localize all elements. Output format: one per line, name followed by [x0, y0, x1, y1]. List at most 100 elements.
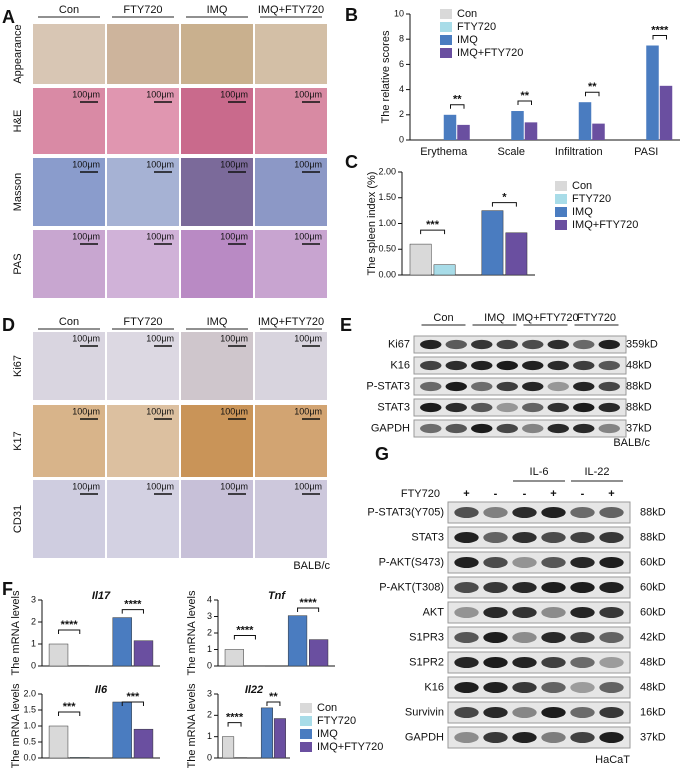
bar [49, 726, 68, 758]
protein-label: S1PR2 [409, 656, 444, 668]
y-tick-label: 1 [31, 638, 36, 648]
blot-band [599, 424, 620, 433]
blot-band [599, 361, 620, 370]
blot-band [497, 424, 518, 433]
blot-band [454, 682, 478, 693]
bar [134, 641, 153, 666]
y-tick-label: 2 [207, 710, 212, 720]
bar [434, 265, 455, 275]
blot-band [454, 557, 478, 568]
blot-band [454, 657, 478, 668]
blot-band [471, 361, 492, 370]
blot-band [522, 340, 543, 349]
bar [660, 86, 673, 140]
y-tick-label: 3 [31, 594, 36, 604]
y-tick-label: 1.0 [23, 720, 36, 730]
legend-label: Con [572, 180, 592, 192]
y-tick-label: 3 [207, 688, 212, 698]
size-label: 37kD [626, 422, 652, 434]
legend-label: Con [317, 702, 337, 714]
significance: **** [124, 599, 142, 611]
legend-swatch [300, 742, 312, 752]
y-tick-label: 1 [207, 644, 212, 654]
blot-band [420, 361, 441, 370]
significance: **** [226, 712, 244, 724]
size-label: 88kD [626, 380, 652, 392]
legend-swatch [555, 220, 567, 230]
column-label: Con [59, 4, 79, 16]
legend-label: IMQ [572, 206, 593, 218]
blot-band [570, 532, 594, 543]
bar [49, 644, 68, 666]
blot-band [483, 682, 507, 693]
legend-swatch [440, 48, 452, 58]
blot-band [512, 632, 536, 643]
blot-band [541, 607, 565, 618]
sign: - [523, 488, 527, 500]
bar [222, 737, 234, 758]
blot-band [483, 707, 507, 718]
blot-band [570, 707, 594, 718]
legend-swatch [440, 35, 452, 45]
blot-band [446, 361, 467, 370]
scale-bar-label: 100μm [72, 481, 100, 491]
blot-band [548, 361, 569, 370]
blot-band [497, 361, 518, 370]
significance: *** [426, 219, 440, 231]
panel-letter: D [2, 315, 15, 335]
blot-band [599, 340, 620, 349]
scale-bar-label: 100μm [220, 159, 248, 169]
bar [482, 211, 503, 275]
blot-band [483, 582, 507, 593]
size-label: 88kD [626, 401, 652, 413]
significance: **** [651, 24, 669, 36]
protein-label: P-STAT3 [366, 380, 410, 392]
blot-band [454, 607, 478, 618]
scale-bar-label: 100μm [72, 406, 100, 416]
size-label: 16kD [640, 706, 666, 718]
blot-band [446, 424, 467, 433]
y-axis-label: The relative scores [380, 30, 392, 123]
y-tick-label: 0.50 [378, 244, 396, 254]
blot-band [446, 340, 467, 349]
y-tick-label: 0.00 [378, 269, 396, 279]
scale-bar-label: 100μm [146, 333, 174, 343]
panel-letter: E [340, 315, 352, 335]
legend-swatch [300, 703, 312, 713]
blot-band [599, 632, 623, 643]
blot-band [512, 707, 536, 718]
y-tick-label: 1.5 [23, 704, 36, 714]
y-tick-label: 2.00 [378, 166, 396, 176]
blot-band [541, 707, 565, 718]
protein-label: GAPDH [405, 731, 444, 743]
bar [225, 650, 244, 667]
column-label: FTY720 [123, 4, 162, 16]
significance: ** [520, 90, 529, 102]
blot-band [541, 632, 565, 643]
legend-swatch [555, 207, 567, 217]
blot-band [497, 382, 518, 391]
blot-band [497, 403, 518, 412]
protein-label: K16 [424, 681, 444, 693]
blot-band [512, 657, 536, 668]
bar [646, 46, 659, 141]
scale-bar-label: 100μm [72, 333, 100, 343]
blot-band [483, 607, 507, 618]
blot-band [454, 632, 478, 643]
scale-bar-label: 100μm [72, 89, 100, 99]
blot-band [471, 340, 492, 349]
panel-letter: C [345, 152, 358, 172]
size-label: 48kD [626, 359, 652, 371]
chart-title: Il17 [92, 590, 111, 602]
panel-letter: B [345, 5, 358, 25]
legend-swatch [440, 22, 452, 32]
bar [506, 233, 527, 275]
scale-bar-label: 100μm [220, 481, 248, 491]
legend-label: FTY720 [457, 21, 496, 33]
blot-band [570, 682, 594, 693]
legend-label: IMQ+FTY720 [572, 219, 638, 231]
note: HaCaT [595, 754, 630, 766]
blot-band [454, 582, 478, 593]
legend-label: Con [457, 8, 477, 20]
blot-band [541, 732, 565, 743]
